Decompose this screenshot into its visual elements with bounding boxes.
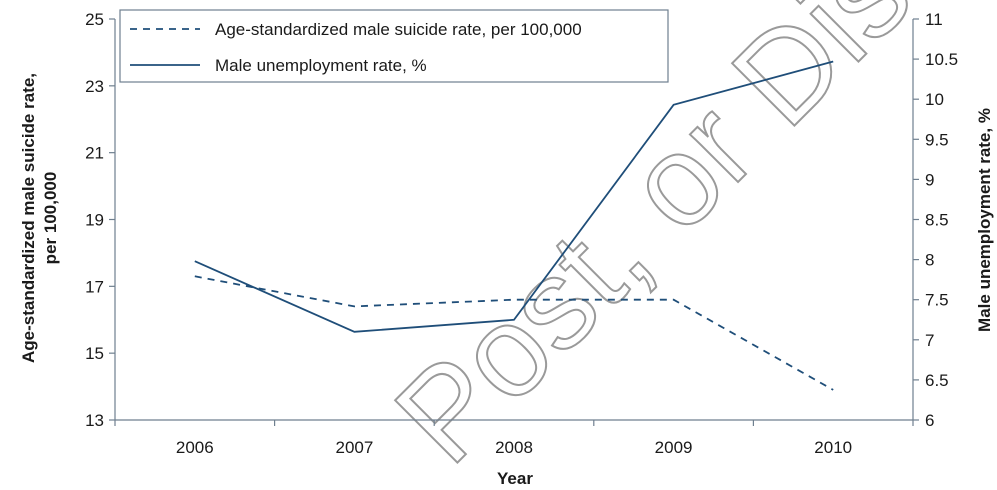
legend: Age-standardized male suicide rate, per …	[119, 9, 669, 83]
series-line-unemployment-rate	[194, 60, 834, 333]
right-tick-label: 6	[925, 411, 934, 430]
right-axis-title: Male unemployment rate, %	[975, 108, 994, 332]
axes: 13 15 17 19 21 23 25 6 6.5 7 7.5 8 8.5 9 9.5 10 10.5 11 20…	[85, 10, 958, 457]
right-tick-label: 10	[925, 90, 944, 109]
left-tick-label: 19	[85, 211, 104, 230]
x-tick-label: 2009	[655, 438, 693, 457]
series-line-suicide-rate	[194, 275, 834, 391]
left-axis-title: Age-standardized male suicide rate, per …	[19, 73, 60, 363]
right-tick-label: 9	[925, 170, 934, 189]
right-tick-label: 11	[925, 10, 943, 29]
right-tick-label: 10.5	[925, 50, 958, 69]
right-tick-label: 7.5	[925, 291, 949, 310]
left-tick-label: 13	[85, 411, 104, 430]
x-tick-label: 2008	[495, 438, 533, 457]
left-tick-label: 15	[85, 344, 104, 363]
left-tick-label: 25	[85, 10, 104, 29]
left-tick-label: 17	[85, 277, 104, 296]
x-axis-title: Year	[497, 469, 533, 488]
series	[194, 60, 834, 391]
left-tick-label: 23	[85, 77, 104, 96]
right-tick-label: 7	[925, 331, 934, 350]
right-tick-label: 8.5	[925, 211, 949, 230]
left-axis-title-line-2: per 100,000	[41, 172, 60, 265]
x-tick-label: 2007	[335, 438, 373, 457]
legend-label-suicide-rate: Age-standardized male suicide rate, per …	[215, 20, 582, 39]
right-tick-label: 6.5	[925, 371, 949, 390]
right-tick-label: 9.5	[925, 130, 949, 149]
legend-label-unemployment-rate: Male unemployment rate, %	[215, 56, 427, 75]
x-tick-label: 2006	[176, 438, 214, 457]
legend-box	[119, 9, 669, 83]
right-tick-label: 8	[925, 251, 934, 270]
left-tick-label: 21	[85, 144, 104, 163]
x-tick-label: 2010	[814, 438, 852, 457]
left-axis-title-line-1: Age-standardized male suicide rate,	[19, 73, 38, 363]
